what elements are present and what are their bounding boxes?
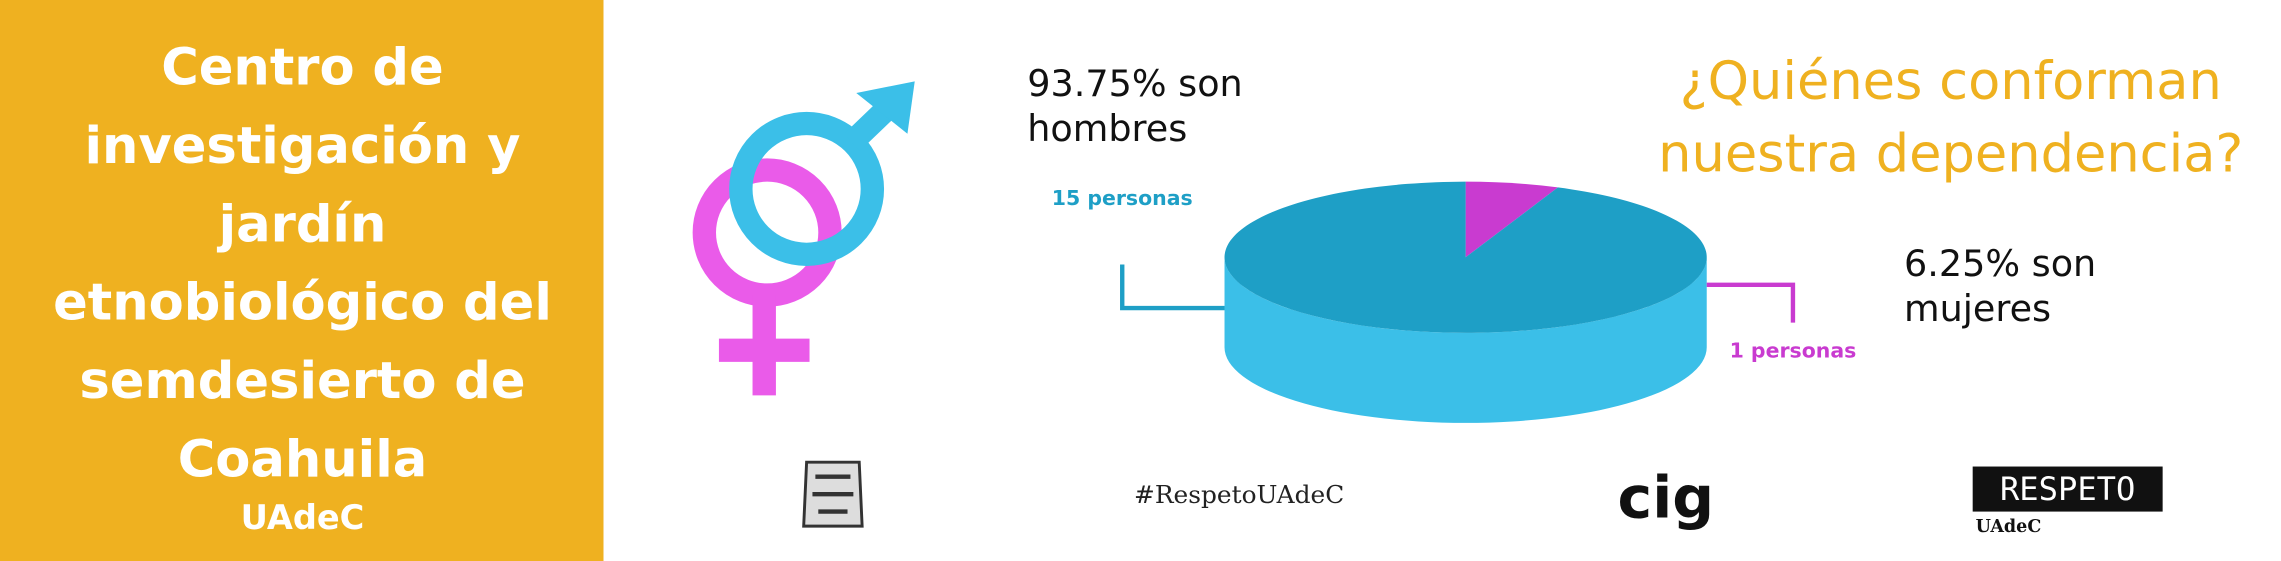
value-label: 15 personas xyxy=(1051,187,1193,211)
pie xyxy=(1224,181,1707,423)
sidebar-subtitle: UAdeC xyxy=(241,498,365,537)
hashtag: #RespetoUAdeC xyxy=(1134,480,1344,509)
value-label: 1 personas xyxy=(1729,340,1857,364)
annotation: 6.25% son mujeres xyxy=(1903,242,2097,330)
value-label: 1 personas xyxy=(1729,340,1857,364)
title-line: Centro de xyxy=(161,38,444,97)
logo-uadec: UAdeC xyxy=(1976,517,2042,537)
annotation: 93.75% son hombres xyxy=(1027,62,1243,150)
title-line: jardín xyxy=(217,195,387,254)
title-line: semdesierto de xyxy=(79,352,525,411)
title-line: investigación y xyxy=(84,117,520,176)
title-line: Coahuila xyxy=(178,431,428,490)
logo-respeto: RESPETO xyxy=(2000,470,2135,508)
leader-line xyxy=(1706,282,1796,323)
gender-icon xyxy=(692,81,915,396)
pie-side xyxy=(1224,257,1707,423)
logo-cig: cig xyxy=(1618,464,1715,532)
sidebar-title: Centro de investigación y jardín etnobiológ… xyxy=(53,38,552,489)
logo-box xyxy=(1972,466,2163,512)
chart-title: ¿Quiénes conforman nuestra dependencia? xyxy=(1658,51,2243,185)
title-line: etnobiológico del xyxy=(53,274,552,333)
sidebar-panel xyxy=(0,0,604,561)
pie-slice xyxy=(1224,181,1707,333)
annotation: 6.25% son mujeres xyxy=(1903,242,2097,330)
emblem-logo xyxy=(802,460,864,528)
value-label: 15 personas xyxy=(1051,187,1193,211)
leader-line xyxy=(1120,264,1225,311)
annotation: 93.75% son hombres xyxy=(1027,62,1243,150)
pie-slice xyxy=(1465,181,1558,258)
